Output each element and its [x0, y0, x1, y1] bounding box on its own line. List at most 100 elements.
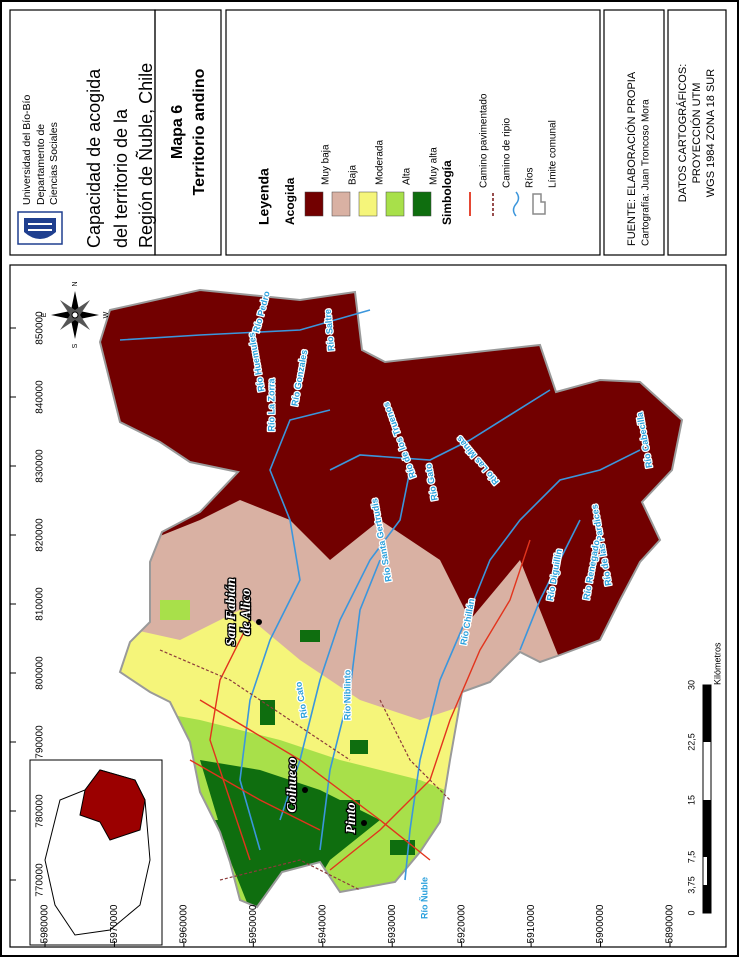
- university-logo: [17, 211, 63, 245]
- map-title: Capacidad de acogida: [84, 68, 104, 248]
- legend-swatch: [385, 191, 405, 217]
- place-marker: [256, 619, 262, 625]
- class-muy-alta-patch: [300, 630, 320, 642]
- northing-label: 5940000: [317, 904, 328, 943]
- legend-label: Muy baja: [321, 144, 332, 185]
- easting-label: 840000: [35, 380, 46, 414]
- northing-label: 5960000: [179, 904, 190, 943]
- river: [329, 389, 551, 471]
- gravel-road: [219, 859, 361, 891]
- legend-subtitle: Simbología: [440, 160, 454, 225]
- easting-label: 850000: [35, 311, 46, 345]
- inset-highlight: [79, 769, 146, 841]
- northing-label: 5920000: [456, 904, 467, 943]
- scale-label: 3,75: [686, 876, 696, 894]
- river: [519, 519, 581, 651]
- river-label: Río Ñuble: [419, 877, 429, 919]
- class-muy-alta-patch: [260, 700, 275, 725]
- compass-letter: S: [72, 343, 79, 348]
- legend-symbol: [532, 193, 546, 215]
- source-text: Cartografía: Juan Troncoso Mora: [641, 99, 652, 246]
- legend-swatch: [304, 191, 324, 217]
- paved-road: [209, 619, 251, 861]
- class-alta-patch: [160, 600, 190, 620]
- northing-label: 5930000: [387, 904, 398, 943]
- map-title: del territorio de la: [111, 108, 131, 248]
- paved-road: [189, 759, 321, 831]
- place-name: San Fabián: [224, 578, 239, 646]
- northing-label: 5950000: [248, 904, 259, 943]
- university-name: Ciencias Sociales: [48, 122, 60, 205]
- class-muy-alta-patch: [340, 800, 360, 815]
- source-text: FUENTE: ELABORACIÓN PROPIA: [625, 71, 638, 246]
- easting-label: 800000: [35, 656, 46, 690]
- easting-label: 790000: [35, 725, 46, 759]
- legend-label: Muy alta: [429, 147, 440, 185]
- easting-label: 810000: [35, 587, 46, 621]
- scale-label: 15: [686, 795, 696, 805]
- university-name: Departamento de: [35, 124, 47, 205]
- scale-label: 0: [686, 910, 696, 915]
- place-marker: [302, 787, 308, 793]
- easting-label: 770000: [35, 863, 46, 897]
- class-muy-baja: [100, 290, 682, 660]
- compass-letter: E: [41, 312, 48, 317]
- northing-label: 5910000: [526, 904, 537, 943]
- datum-text: PROYECCIÓN UTM: [690, 83, 703, 184]
- legend-title: Leyenda: [256, 168, 272, 225]
- easting-label: 820000: [35, 518, 46, 552]
- scale-segment: [703, 685, 711, 742]
- river: [119, 309, 371, 341]
- scale-label: 22,5: [686, 733, 696, 751]
- map-number: Mapa 6: [169, 105, 186, 159]
- legend-label: Ríos: [525, 167, 536, 188]
- northing-label: 5970000: [109, 904, 120, 943]
- datum-text: DATOS CARTOGRÁFICOS:: [676, 64, 689, 203]
- place-name: Coihueco: [285, 757, 300, 812]
- legend-label: Alta: [402, 167, 413, 185]
- legend-symbol: [512, 191, 520, 217]
- scale-unit: Kilómetros: [712, 642, 722, 685]
- river: [239, 409, 331, 851]
- gravel-road: [379, 699, 451, 801]
- place-name: de Alico: [239, 589, 254, 636]
- easting-label: 830000: [35, 449, 46, 483]
- map-subtitle: Territorio andino: [191, 68, 208, 195]
- place-name: Pinto: [344, 802, 359, 833]
- university-name: Universidad del Bío-Bío: [21, 95, 33, 205]
- river-label: Río Niblinto: [342, 669, 352, 720]
- easting-label: 780000: [35, 794, 46, 828]
- paved-road: [199, 699, 431, 861]
- scale-segment: [703, 885, 711, 913]
- river-label: Río La Zorra: [266, 378, 276, 432]
- legend-swatch: [412, 191, 432, 217]
- scale-segment: [707, 857, 711, 885]
- legend-label: Moderada: [375, 140, 386, 185]
- legend-label: Baja: [348, 165, 359, 185]
- gravel-road: [159, 649, 351, 761]
- scale-segment: [703, 800, 711, 857]
- scale-label: 30: [686, 680, 696, 690]
- compass-letter: N: [72, 281, 79, 286]
- river: [319, 559, 381, 851]
- northing-label: 5980000: [40, 904, 51, 943]
- sidebar: [9, 9, 727, 256]
- north-arrow: [51, 291, 99, 339]
- map-title: Región de Ñuble, Chile: [135, 63, 156, 248]
- legend-swatch: [358, 191, 378, 217]
- northing-label: 5900000: [595, 904, 606, 943]
- legend-swatch: [331, 191, 351, 217]
- paved-road: [329, 539, 531, 871]
- place-marker: [361, 820, 367, 826]
- class-muy-alta-patch: [350, 740, 368, 754]
- legend-label: Límite comunal: [548, 120, 559, 188]
- legend-label: Camino pavimentado: [479, 93, 490, 188]
- legend-label: Camino de ripio: [502, 118, 513, 188]
- compass-letter: W: [103, 311, 110, 318]
- northing-label: 5890000: [665, 904, 676, 943]
- class-muy-alta-patch: [390, 840, 415, 855]
- legend-subtitle: Acogida: [283, 177, 297, 225]
- roads: [119, 309, 641, 891]
- scale-label: 7,5: [686, 851, 696, 864]
